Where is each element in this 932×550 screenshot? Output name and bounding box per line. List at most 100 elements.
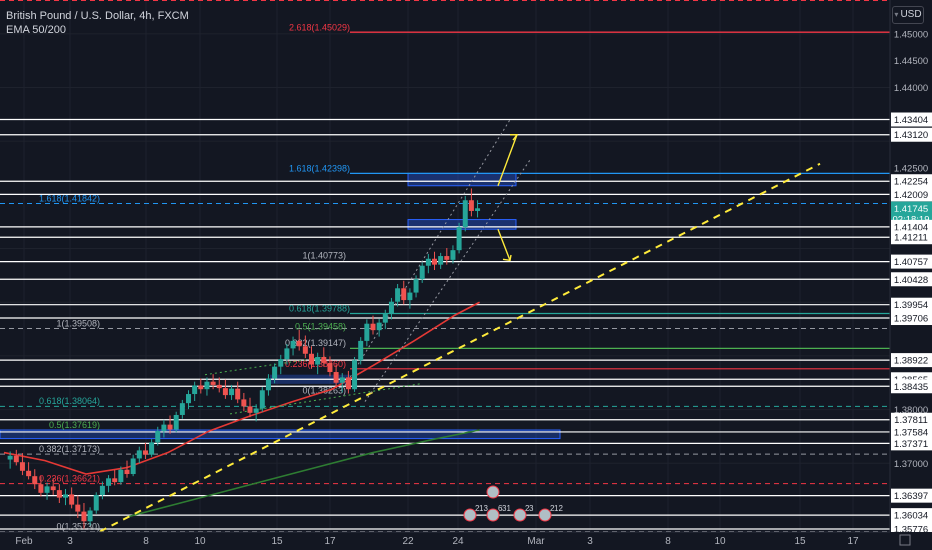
price-label-box: [891, 112, 932, 127]
candle-body: [425, 258, 431, 266]
candle-body: [364, 323, 370, 341]
price-label: 1.40428: [894, 275, 928, 286]
price-label: 1.39706: [894, 314, 928, 325]
price-tick-label: 1.38000: [894, 405, 928, 416]
candle-body: [142, 450, 148, 455]
event-badges[interactable]: 2 13 6 31 2 3 2 12: [463, 485, 563, 522]
indicator-label[interactable]: EMA 50/200: [6, 24, 66, 36]
support-zone: [407, 219, 517, 230]
candle-body: [204, 381, 210, 390]
candle-body: [198, 385, 204, 390]
main-uptrend-line: [99, 162, 821, 533]
time-tick-label: 3: [587, 536, 593, 547]
event-flag-icon: [538, 508, 552, 522]
price-label: 1.38922: [894, 356, 928, 367]
trendlines[interactable]: [99, 119, 821, 533]
price-label-box: [891, 272, 932, 287]
price-label: 1.36397: [894, 491, 928, 502]
event-count: 3: [529, 504, 534, 513]
candle-body: [186, 394, 191, 404]
price-label: 1.40757: [894, 257, 928, 268]
candle-body: [192, 385, 198, 395]
horizontal-levels[interactable]: [0, 0, 890, 532]
fib-label: 1.618(1.41842): [39, 193, 100, 203]
candle-body: [13, 455, 19, 463]
candle-body: [302, 346, 308, 354]
candle-body: [468, 200, 474, 211]
candle-body: [413, 279, 419, 293]
time-tick-label: 10: [194, 536, 206, 547]
candle-body: [284, 348, 290, 360]
candle-body: [50, 486, 56, 491]
currency-button[interactable]: ▾ USD: [892, 6, 924, 24]
time-tick-label: 24: [452, 536, 464, 547]
fib-label: 0.618(1.39788): [289, 304, 350, 314]
price-axis[interactable]: 1.45000 1.44500 1.44000 1.43404 1.43120 1.425…: [889, 0, 932, 550]
candle-body: [136, 450, 142, 459]
time-tick-label: 8: [665, 536, 671, 547]
candle-body: [179, 403, 185, 415]
fib-label: 1(1.39508): [56, 319, 100, 329]
price-label: 1.42009: [894, 190, 928, 201]
price-label-box: [891, 424, 932, 439]
candle-body: [87, 510, 93, 522]
price-label-box: [891, 297, 932, 312]
channel-upper-line: [344, 119, 511, 386]
settings-icon: [899, 534, 911, 546]
fib-label: 1.618(1.42398): [289, 164, 350, 174]
candle-body: [173, 414, 179, 430]
triangle-lower-line: [229, 383, 421, 415]
candle-body: [124, 469, 130, 475]
time-tick-label: Feb: [15, 536, 33, 547]
price-label-box: [891, 230, 932, 245]
arrow-up-head: [510, 134, 519, 141]
candle-body: [345, 377, 351, 390]
chart-legend: British Pound / U.S. Dollar, 4h, FXCM EM…: [6, 9, 189, 37]
channel-lower-line: [364, 159, 531, 402]
candle-body: [259, 390, 265, 409]
candle-body: [432, 258, 437, 265]
event-flag-icon: [486, 485, 500, 499]
price-label: 1.43120: [894, 130, 928, 141]
candle-body: [112, 478, 118, 483]
arrow-down-head: [502, 254, 512, 262]
fib-label: 2.618(1.45620): [59, 0, 120, 1]
symbol-title[interactable]: British Pound / U.S. Dollar, 4h, FXCM: [6, 10, 189, 22]
time-tick-label: 22: [402, 536, 414, 547]
candle-body: [382, 314, 388, 323]
candle-body: [475, 208, 481, 211]
time-axis[interactable]: Feb 3 8 10 15 17 22 24 Mar 3 8 10 15 17: [0, 531, 932, 550]
last-price-label: 1.41745: [894, 204, 928, 215]
candle-body: [69, 494, 75, 505]
price-label-box: [891, 174, 932, 189]
candle-body: [44, 486, 50, 493]
candle-body: [149, 442, 155, 455]
price-tick-label: 1.44500: [894, 56, 928, 67]
candle-body: [456, 227, 462, 251]
candle-body: [118, 469, 124, 483]
price-label: 1.42254: [894, 177, 928, 188]
time-tick-label: Mar: [527, 536, 545, 547]
candle-body: [81, 511, 87, 522]
fib-label: 2.618(1.45029): [289, 22, 350, 32]
candle-body: [222, 388, 228, 396]
candle-body: [106, 478, 112, 486]
candle-body: [352, 360, 358, 390]
event-count: 31: [502, 504, 511, 513]
candle-body: [56, 490, 62, 498]
time-tick-label: 17: [847, 536, 859, 547]
candle-body: [339, 377, 345, 383]
price-label: 1.38435: [894, 382, 928, 393]
candle-body: [19, 462, 25, 471]
price-tick-label: 1.44000: [894, 83, 928, 94]
event-count: 2: [550, 504, 555, 513]
candle-body: [278, 359, 284, 367]
time-tick-label: 17: [324, 536, 336, 547]
fib-label: 0.5(1.37619): [49, 420, 100, 430]
candle-body: [290, 340, 296, 349]
candle-body: [327, 362, 333, 373]
ema200-line: [126, 429, 480, 518]
projection-arrows[interactable]: [497, 134, 519, 262]
fib-levels[interactable]: 2.618(1.45620) 2.618(1.45029) 1.618(1.4239…: [39, 0, 350, 531]
